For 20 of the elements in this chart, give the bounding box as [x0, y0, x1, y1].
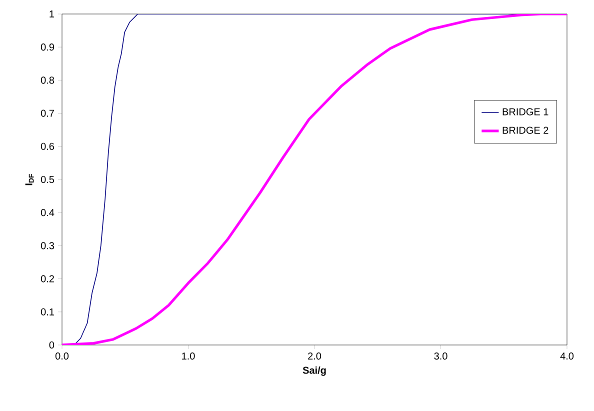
x-tick-label: 4.0: [560, 352, 574, 360]
y-axis-title: I$_{DF}$: [25, 174, 34, 186]
y-tick-label: 0.6: [40, 142, 54, 150]
y-tick-label: 1: [50, 10, 54, 18]
y-tick-label: 0: [49, 341, 54, 349]
x-axis-title: Sai/g: [302, 366, 326, 376]
y-tick-label: 0.2: [40, 275, 54, 282]
x-tick-label: 3.0: [434, 352, 448, 360]
x-tick-label: 1.0: [182, 352, 195, 360]
y-tick-label: 0.7: [40, 110, 54, 117]
legend-label: BRIDGE 2: [502, 126, 548, 134]
y-tick-label: 0.3: [40, 242, 54, 250]
x-tick-label: 0.0: [55, 352, 69, 360]
y-tick-label: 0.1: [40, 308, 54, 316]
y-tick-label: 0.4: [40, 209, 54, 216]
y-tick-label: 0.5: [40, 176, 54, 184]
x-tick-label: 2.0: [308, 352, 322, 360]
y-tick-label: 0.9: [40, 44, 54, 51]
legend-label: BRIDGE 1: [502, 108, 548, 116]
y-tick-label: 0.8: [40, 76, 54, 84]
